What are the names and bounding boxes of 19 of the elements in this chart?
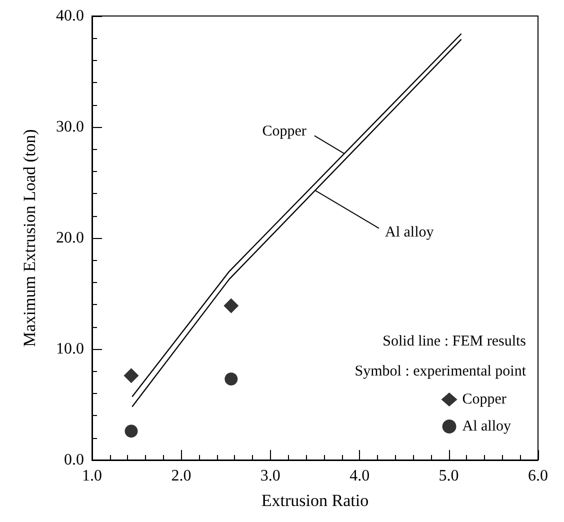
y-axis-title: Maximum Extrusion Load (ton): [20, 129, 39, 347]
x-tick-label: 6.0: [528, 468, 548, 484]
annotation: Al alloy: [385, 224, 434, 240]
x-tick-label: 1.0: [82, 468, 102, 484]
legend-label: Al alloy: [462, 418, 512, 434]
x-tick-label: 3.0: [260, 468, 280, 484]
x-tick-label: 4.0: [350, 468, 370, 484]
y-tick-label: 10.0: [56, 340, 84, 358]
y-tick-label: 20.0: [56, 230, 84, 246]
x-tick-label: 5.0: [438, 468, 459, 484]
x-axis-title: Extrusion Ratio: [261, 491, 369, 510]
annotation: Solid line : FEM results: [382, 334, 526, 350]
legend-label: Copper: [462, 392, 506, 408]
annotation: Symbol : experimental point: [354, 364, 527, 380]
y-tick-label: 30.0: [56, 118, 84, 136]
y-tick-label: 40.0: [56, 8, 84, 24]
x-tick-label: 2.0: [171, 468, 192, 484]
annotation: Copper: [262, 124, 306, 140]
y-tick-label: 0.0: [64, 452, 84, 468]
